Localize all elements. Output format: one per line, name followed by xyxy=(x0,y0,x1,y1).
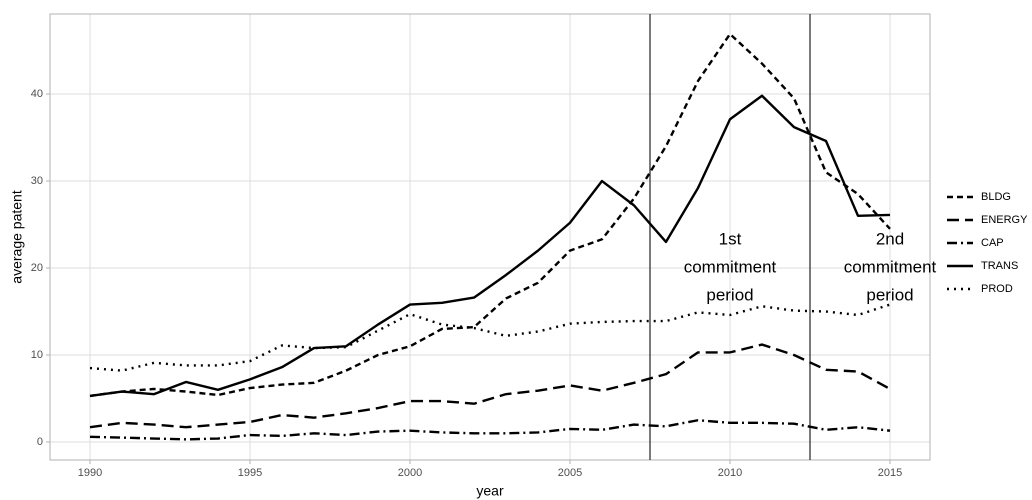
legend-label: ENERGY xyxy=(981,214,1028,226)
legend-label: TRANS xyxy=(981,260,1018,272)
series-line xyxy=(89,94,891,398)
y-axis-title: average patent xyxy=(9,190,25,284)
legend-label: BLDG xyxy=(981,191,1011,203)
y-tick-label: 20 xyxy=(31,262,43,274)
annotation: 2nd xyxy=(876,229,904,248)
legend-label: PROD xyxy=(981,283,1013,295)
x-tick-label: 2000 xyxy=(398,467,422,479)
y-tick-label: 10 xyxy=(31,349,43,361)
plot-panel xyxy=(50,14,930,460)
x-tick-label: 2005 xyxy=(558,467,582,479)
annotation: period xyxy=(866,285,913,304)
annotation: 1st xyxy=(719,229,742,248)
panel-border xyxy=(49,13,931,461)
series-line xyxy=(89,303,891,372)
x-axis-title: year xyxy=(476,483,504,499)
y-tick-label: 40 xyxy=(31,88,43,100)
series-line xyxy=(89,343,891,429)
x-tick-label: 1995 xyxy=(238,467,262,479)
series-line xyxy=(89,32,891,398)
x-tick-label: 2015 xyxy=(878,467,902,479)
annotation: commitment xyxy=(844,257,937,276)
y-tick-label: 30 xyxy=(31,175,43,187)
legend-label: CAP xyxy=(981,237,1004,249)
annotation: commitment xyxy=(684,257,777,276)
series-line xyxy=(89,419,891,441)
y-tick-label: 0 xyxy=(37,436,43,448)
annotation: period xyxy=(706,285,753,304)
x-tick-label: 2010 xyxy=(718,467,742,479)
x-tick-label: 1990 xyxy=(78,467,102,479)
